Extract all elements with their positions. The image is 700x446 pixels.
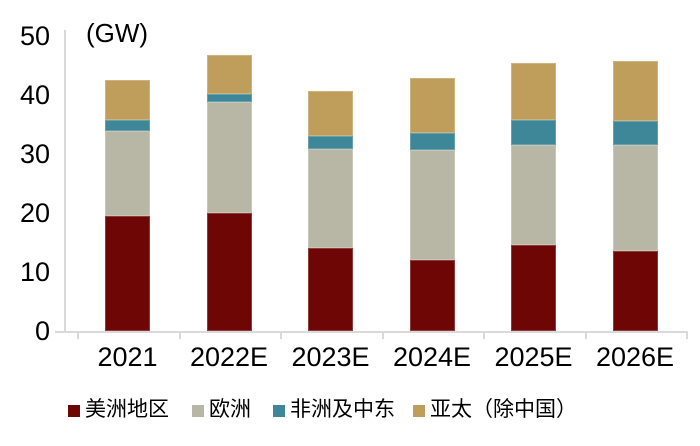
bar-segment-2024E-series0 (409, 260, 455, 331)
x-axis-tick (178, 331, 181, 339)
legend-label: 美洲地区 (85, 398, 169, 421)
legend-item: 美洲地区 (68, 396, 169, 424)
y-tick-label: 30 (19, 139, 50, 169)
y-tick-label: 50 (19, 21, 50, 51)
x-category-label: 2023E (291, 342, 370, 372)
x-axis-tick (381, 331, 384, 339)
bar-segment-2023E-series1 (308, 148, 353, 249)
bar-segment-2022E-series2 (206, 93, 252, 103)
legend-label: 亚太（除中国） (430, 398, 577, 421)
bar-segment-2024E-series2 (409, 132, 455, 150)
bar-segment-2024E-series1 (409, 149, 455, 261)
x-axis-tick (584, 331, 587, 339)
bar-segment-2026E-series2 (612, 120, 658, 146)
bar-segment-2026E-series1 (612, 145, 658, 252)
x-axis-tick (483, 331, 485, 339)
bar-segment-2025E-series1 (511, 144, 556, 246)
legend-swatch-icon (273, 405, 285, 417)
x-axis-tick (280, 331, 282, 339)
bar-segment-2025E-series0 (511, 245, 556, 331)
bar-segment-2021-series0 (105, 215, 150, 331)
x-category-label: 2025E (494, 342, 573, 372)
x-axis-tick (686, 331, 688, 339)
x-axis-line (55, 331, 687, 333)
bar-segment-2021-series3 (105, 80, 150, 120)
bar-segment-2022E-series0 (206, 213, 252, 331)
bar-segment-2021-series1 (105, 130, 150, 216)
x-axis-tick (77, 331, 79, 339)
legend-swatch-icon (68, 405, 80, 417)
x-category-label: 2026E (595, 342, 675, 372)
y-tick-label: 0 (34, 316, 50, 346)
bar-segment-2026E-series3 (612, 60, 658, 121)
legend-swatch-icon (413, 405, 425, 417)
bar-segment-2024E-series3 (409, 78, 455, 133)
bar-segment-2022E-series1 (206, 102, 252, 213)
y-tick-label: 40 (19, 80, 50, 110)
bar-segment-2026E-series0 (612, 251, 658, 331)
legend-label: 欧洲 (209, 398, 251, 421)
x-category-label: 2021 (97, 342, 158, 372)
legend-label: 非洲及中东 (290, 398, 395, 421)
legend-item: 亚太（除中国） (413, 396, 577, 424)
legend-item: 非洲及中东 (273, 396, 395, 424)
axis-unit-label: (GW) (86, 18, 149, 48)
legend-item: 欧洲 (192, 396, 251, 424)
x-category-label: 2022E (189, 342, 269, 372)
bar-segment-2023E-series2 (308, 136, 353, 149)
bar-segment-2021-series2 (105, 119, 150, 131)
bar-segment-2025E-series2 (511, 119, 556, 145)
x-category-label: 2024E (392, 342, 472, 372)
y-axis-line (64, 30, 66, 333)
bar-segment-2023E-series0 (308, 248, 353, 331)
bar-segment-2022E-series3 (206, 54, 252, 94)
legend: 美洲地区 欧洲 非洲及中东 亚太（除中国） (0, 396, 700, 426)
bar-segment-2023E-series3 (308, 90, 353, 137)
y-tick-label: 10 (19, 257, 50, 287)
legend-swatch-icon (192, 405, 204, 417)
y-tick-label: 20 (19, 198, 50, 228)
bar-segment-2025E-series3 (511, 62, 556, 120)
